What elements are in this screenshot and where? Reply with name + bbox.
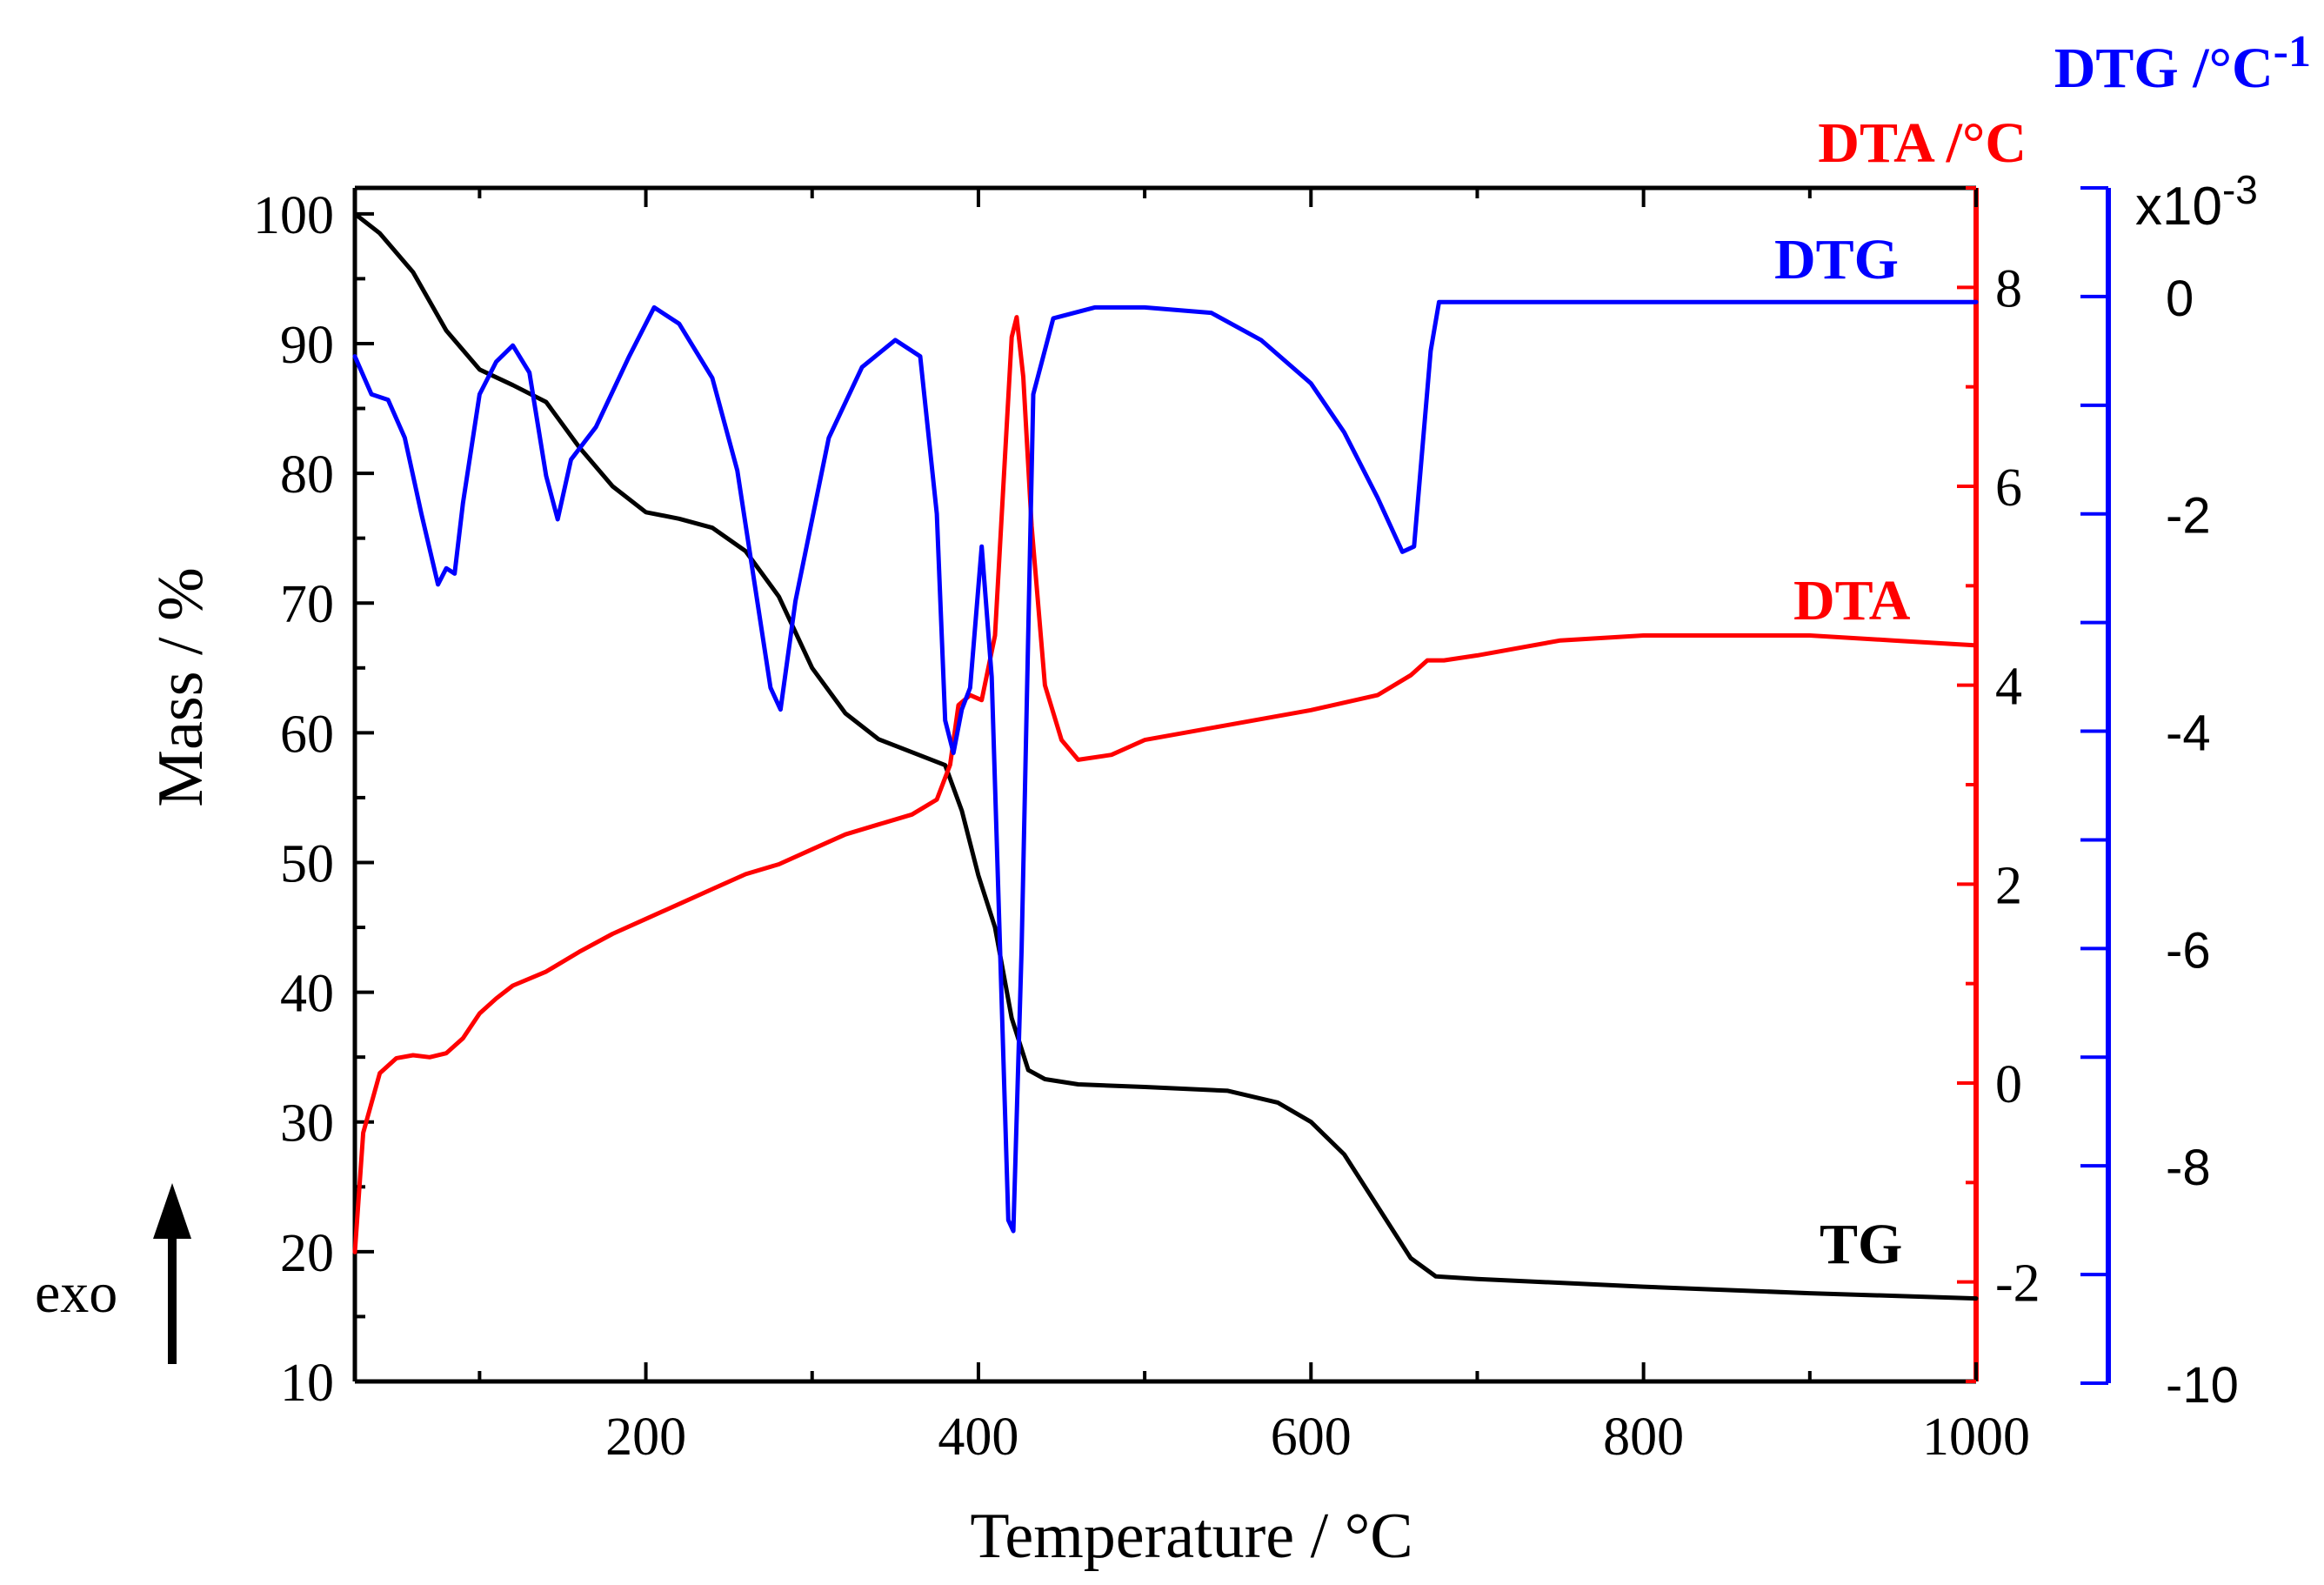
dtg-multiplier-sup: -3	[2222, 167, 2258, 212]
mass-tick-label: 60	[280, 705, 334, 764]
dta-tick-label: -2	[1995, 1254, 2040, 1314]
dtg-tick-label: -6	[2166, 922, 2211, 979]
x-tick-label: 400	[938, 1408, 1018, 1467]
x-tick-label: 200	[605, 1408, 686, 1467]
dta-tick-label: 0	[1995, 1055, 2022, 1114]
tg-curve-label: TG	[1820, 1213, 1902, 1276]
mass-axis-title: Mass / %	[145, 567, 217, 806]
ticks: 200 400 600 800 1000102030405060708090100-20…	[253, 186, 2239, 1467]
mass-tick-label: 50	[280, 834, 334, 893]
exo-label: exo	[35, 1261, 117, 1325]
dtg-axis-title: DTG /°C-1	[2054, 27, 2311, 100]
dta-tick-label: 2	[1995, 856, 2022, 915]
dta-tick-label: 8	[1995, 259, 2022, 318]
dtg-tick-label: -8	[2166, 1140, 2211, 1196]
dta-tick-label: 4	[1995, 658, 2022, 717]
x-tick-label: 600	[1271, 1408, 1352, 1467]
series	[352, 211, 1979, 1301]
exo-arrow-icon	[153, 1183, 191, 1364]
dtg-tick-label: -10	[2166, 1357, 2239, 1414]
mass-tick-label: 100	[253, 186, 334, 245]
x-tick-label: 1000	[1922, 1408, 2030, 1467]
mass-tick-label: 90	[280, 316, 334, 375]
mass-tick-label: 40	[280, 965, 334, 1024]
dta-tick-label: 6	[1995, 458, 2022, 518]
dtg-tick-label: -2	[2166, 488, 2211, 545]
dtg-tick-label: 0	[2166, 271, 2194, 327]
dtg-axis-title-main: DTG /°C	[2054, 37, 2274, 100]
dtg-multiplier: x10-3	[2135, 167, 2258, 237]
x-axis-title: Temperature / °C	[970, 1501, 1412, 1572]
mass-tick-label: 80	[280, 445, 334, 505]
dtg-curve-label: DTG	[1774, 228, 1899, 291]
x-tick-label: 800	[1603, 1408, 1684, 1467]
mass-tick-label: 10	[280, 1354, 334, 1413]
dtg-tick-label: -4	[2166, 706, 2211, 762]
dtg-series-line	[352, 299, 1979, 1234]
dtg-multiplier-main: x10	[2135, 177, 2222, 237]
dta-axis-title: DTA /°C	[1818, 111, 2027, 175]
dtg-axis-title-sup: -1	[2274, 27, 2311, 77]
mass-tick-label: 70	[280, 575, 334, 634]
mass-tick-label: 20	[280, 1224, 334, 1283]
tg-series-line	[352, 211, 1979, 1301]
mass-tick-label: 30	[280, 1094, 334, 1154]
dta-curve-label: DTA	[1793, 569, 1911, 632]
